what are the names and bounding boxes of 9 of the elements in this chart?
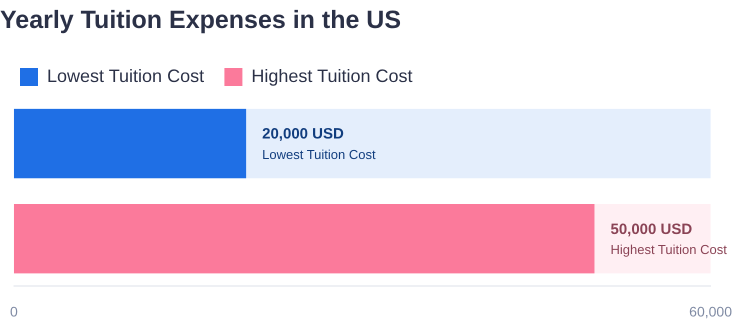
legend-label: Highest Tuition Cost	[251, 66, 412, 86]
x-tick-label: 0	[10, 303, 18, 320]
data-label: 20,000 USD	[262, 126, 344, 143]
chart-title: Yearly Tuition Expenses in the US	[0, 6, 402, 34]
data-label: 50,000 USD	[610, 220, 692, 238]
text: Highest Tuition Cost	[610, 242, 727, 258]
x-tick-label: 60,000	[689, 303, 732, 320]
legend-label: Lowest Tuition Cost	[47, 66, 204, 86]
text: Lowest Tuition Cost	[262, 147, 376, 162]
